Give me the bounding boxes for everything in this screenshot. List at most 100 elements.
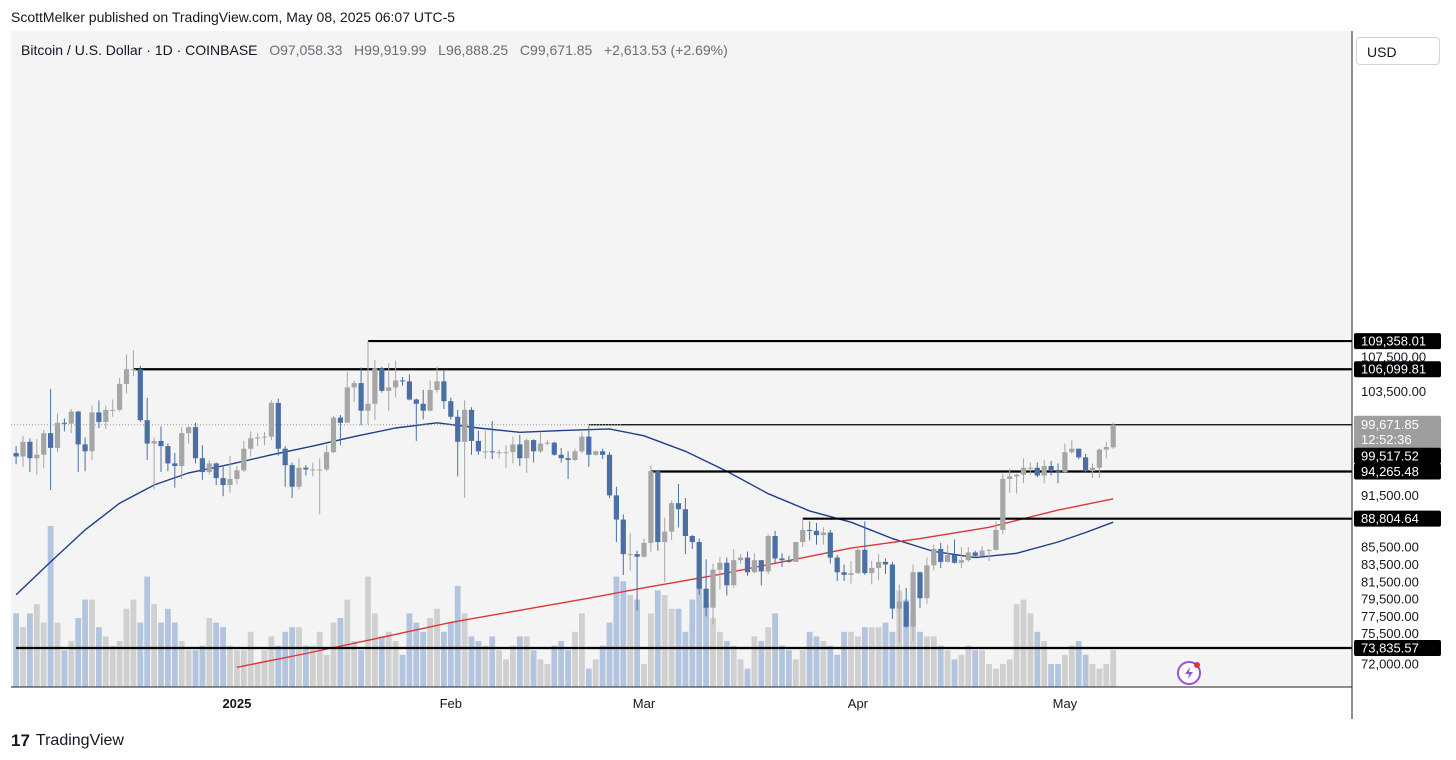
volume-bar [406, 613, 413, 687]
chart-area[interactable]: 107,500.00103,500.0095,500.0091,500.0085… [11, 31, 1445, 719]
volume-bar [116, 641, 123, 687]
volume-bar [1062, 654, 1068, 687]
volume-bar [792, 659, 799, 687]
level-price-label-box [1354, 510, 1441, 527]
candle-body [820, 532, 826, 536]
candle-body [289, 465, 295, 487]
candle-body [1089, 467, 1096, 472]
candle-body [951, 554, 958, 563]
candle-body [48, 433, 54, 448]
candle-body [137, 369, 143, 421]
volume-bar [861, 627, 868, 687]
volume-bar [199, 645, 206, 687]
candle-body [510, 444, 516, 453]
candle-body [103, 409, 109, 422]
candle-body [1062, 452, 1068, 473]
volume-bar [27, 613, 33, 687]
price-chart[interactable]: 107,500.00103,500.0095,500.0091,500.0085… [11, 31, 1445, 719]
high-value: 99,919.99 [364, 42, 427, 58]
candle-body [979, 550, 985, 556]
candle-body [738, 557, 744, 561]
candle-body [862, 549, 868, 574]
volume-bar [551, 645, 558, 687]
candle-body [993, 529, 999, 550]
candle-body [1083, 457, 1089, 472]
candle-body [779, 558, 785, 561]
candle-body [945, 554, 951, 562]
candle-body [61, 422, 67, 424]
candle-body [337, 417, 343, 423]
candle-body [165, 446, 171, 464]
volume-bar [303, 645, 309, 687]
y-tick-label: 91,500.00 [1361, 488, 1419, 503]
volume-bar [917, 631, 923, 687]
volume-bar [937, 645, 944, 687]
volume-bar [171, 622, 178, 687]
y-tick-label: 81,500.00 [1361, 574, 1419, 589]
volume-bar [599, 645, 606, 687]
candle-body [54, 422, 61, 448]
secondary-price-box [1354, 447, 1441, 464]
currency-button[interactable]: USD [1356, 37, 1440, 65]
replay-icon[interactable] [1177, 661, 1201, 685]
volume-bar [875, 627, 882, 687]
volume-bar [855, 636, 861, 687]
close-value: 99,671.85 [530, 42, 593, 58]
candle-body [379, 368, 385, 391]
candle-body [855, 549, 861, 574]
volume-bar [1013, 604, 1020, 687]
candle-body [924, 565, 930, 599]
level-price-label-box [1354, 640, 1441, 656]
volume-bar [620, 581, 627, 687]
volume-bar [924, 636, 930, 687]
low-value: 96,888.25 [445, 42, 509, 58]
volume-bar [61, 650, 68, 687]
candle-body [531, 440, 537, 452]
volume-bar [654, 590, 661, 687]
candle-body [20, 441, 26, 457]
volume-bar [972, 650, 979, 687]
candle-body [455, 416, 461, 442]
candle-body [330, 417, 337, 453]
candle-body [1055, 471, 1061, 473]
volume-bar [75, 618, 82, 687]
volume-bar [958, 654, 965, 687]
volume-bar [109, 645, 116, 687]
candle-body [365, 403, 371, 411]
volume-bar [261, 650, 268, 687]
volume-bar [1006, 659, 1013, 687]
volume-bar [558, 641, 565, 687]
candle-body [420, 403, 426, 411]
volume-bar [703, 604, 709, 687]
volume-bar [572, 631, 578, 687]
volume-bar [96, 627, 102, 687]
y-tick-label: 107,500.00 [1361, 350, 1426, 365]
candle-body [551, 442, 557, 455]
volume-bar [951, 659, 958, 687]
y-tick-label: 79,500.00 [1361, 592, 1419, 607]
tradingview-logo-icon: 17 [11, 731, 30, 750]
volume-bar [144, 576, 151, 687]
low-label: L [438, 42, 446, 58]
close-label: C [519, 42, 531, 58]
candle-body [344, 387, 350, 423]
volume-bar [234, 650, 240, 687]
volume-bar [585, 668, 592, 687]
volume-bar [316, 631, 323, 687]
price-labels: 109,358.01 106,099.81 94,265.48 88,804.64 73… [1354, 333, 1441, 656]
candle-body [1069, 448, 1075, 453]
volume-bar [930, 636, 937, 687]
volume-bar [365, 576, 371, 687]
volume-bar [827, 645, 834, 687]
level-price-label-box [1354, 463, 1441, 480]
volume-bar [20, 627, 26, 687]
candle-body [786, 560, 792, 562]
time-axis-ticks: 2025 Feb Mar Apr May [222, 696, 1077, 711]
volume-bar [378, 636, 385, 687]
volume-bar [848, 631, 854, 687]
candle-body [572, 451, 578, 460]
candle-body [482, 451, 488, 453]
candle-body [296, 467, 302, 487]
candle-body [172, 463, 178, 467]
candle-body [192, 427, 199, 459]
